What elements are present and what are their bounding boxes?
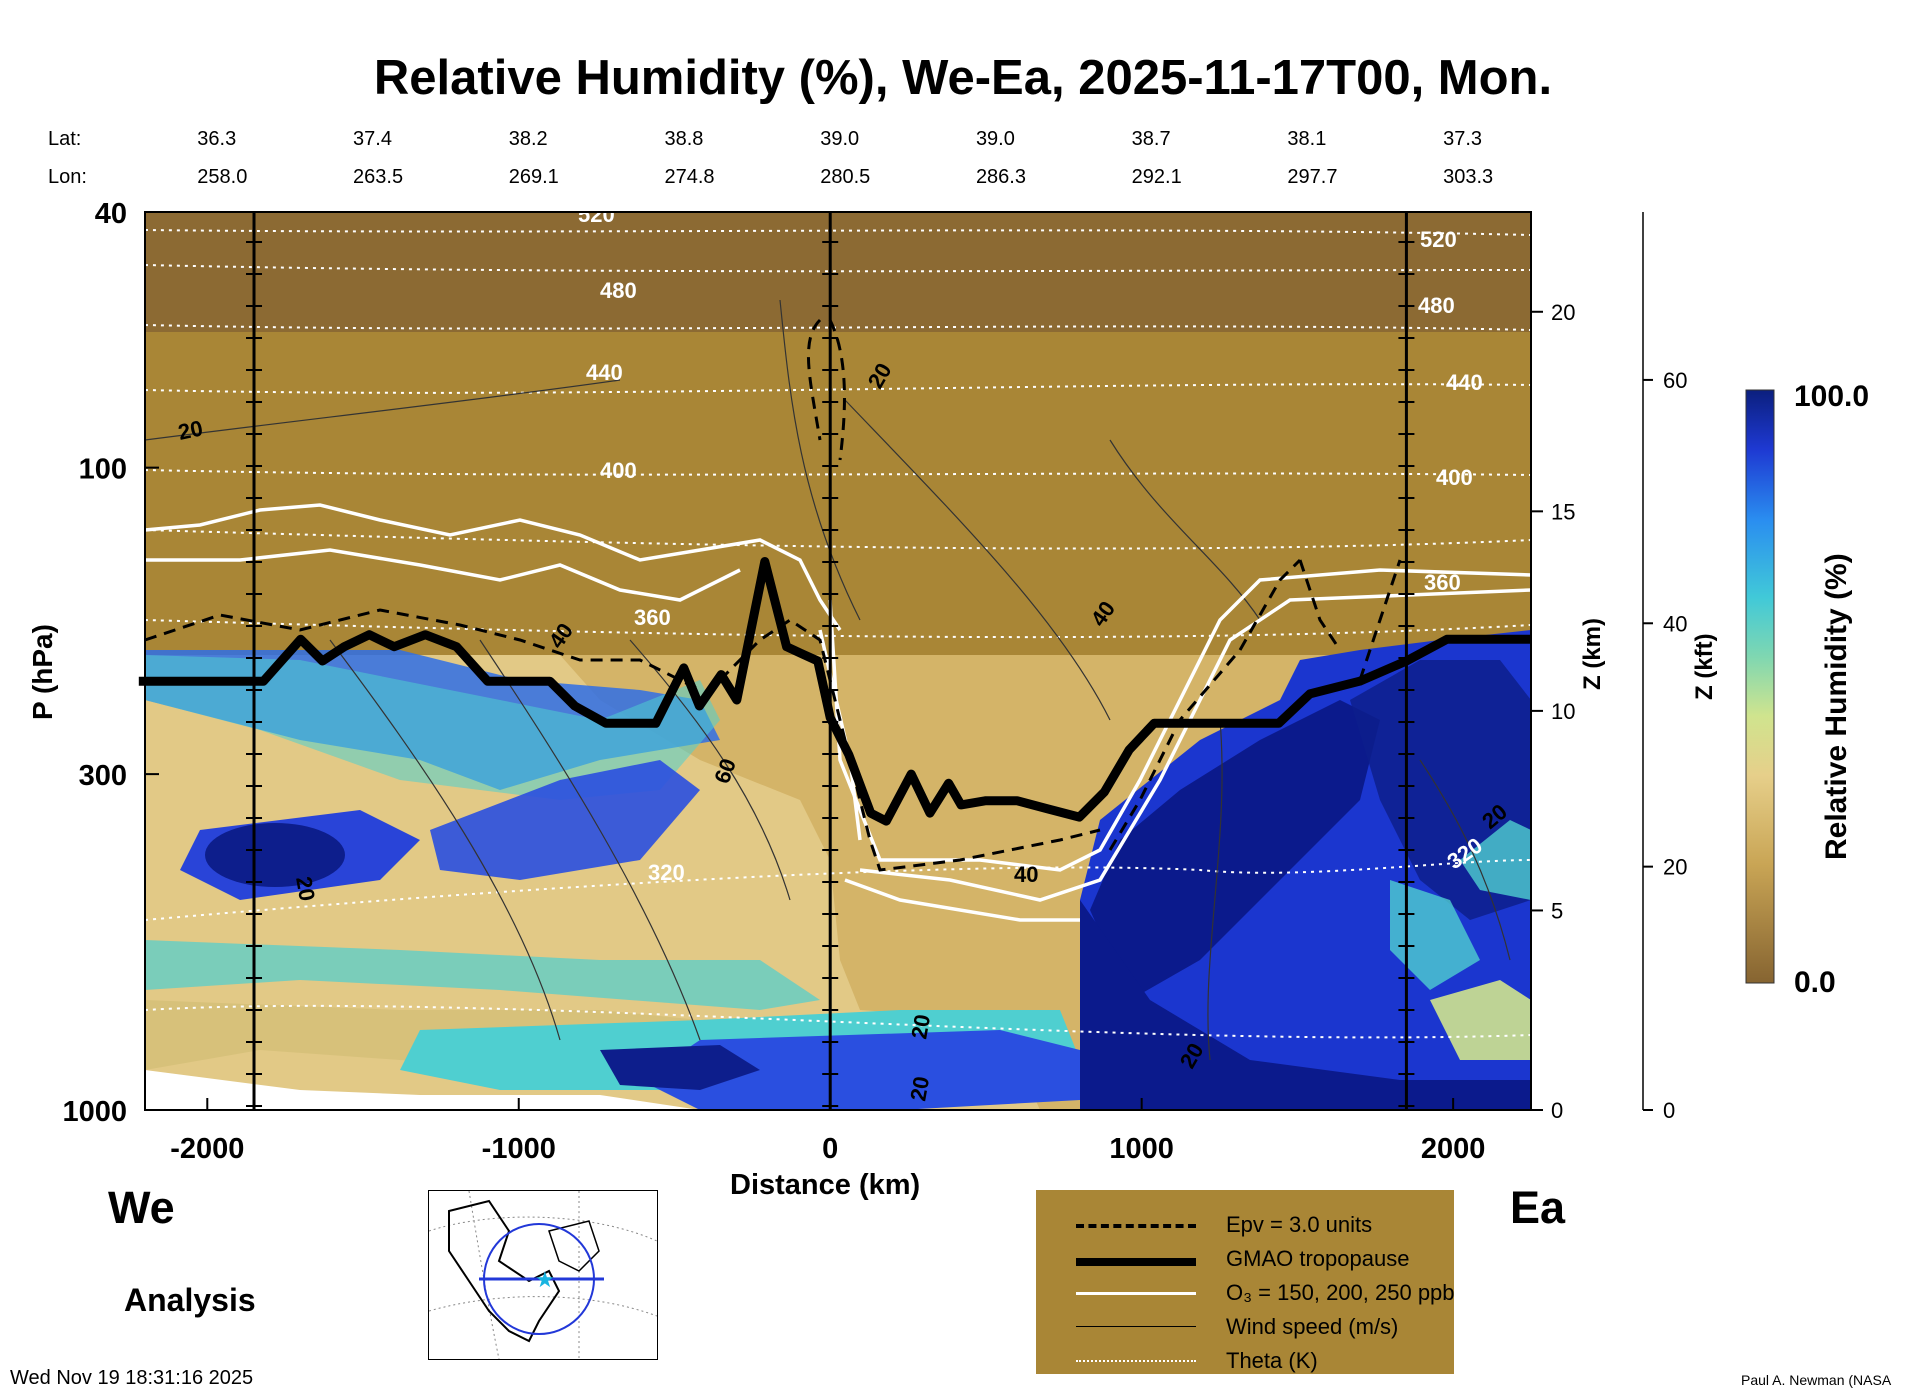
- x-tick-label: 0: [822, 1133, 838, 1165]
- rh-field: [145, 212, 1531, 1110]
- lat-value: 38.1: [1287, 128, 1327, 150]
- z-km-axis: 0 5 10 15 20: [1531, 300, 1575, 1123]
- z-km-tick-label: 10: [1551, 699, 1575, 724]
- theta-labels: 520 480 440 400 360 320 520 480 440 400 …: [578, 202, 1487, 885]
- wind-label: 20: [905, 1074, 934, 1102]
- x-tick-label: 1000: [1109, 1133, 1174, 1165]
- legend-swatch: [1076, 1258, 1196, 1266]
- timestamp: Wed Nov 19 18:31:16 2025: [10, 1367, 254, 1389]
- theta-label: 440: [586, 360, 623, 385]
- legend-label: O₃ = 150, 200, 250 ppb: [1226, 1280, 1455, 1305]
- legend-label: GMAO tropopause: [1226, 1246, 1410, 1271]
- z-km-tick-label: 0: [1551, 1098, 1563, 1123]
- x-axis: -2000 -1000 0 1000 2000: [170, 1098, 1485, 1165]
- lon-value: 280.5: [820, 166, 871, 188]
- credit: Paul A. Newman (NASA: [1741, 1372, 1892, 1388]
- theta-label: 320: [648, 860, 685, 885]
- wind-label: 20: [176, 415, 205, 445]
- z-kft-tick-label: 0: [1663, 1098, 1675, 1123]
- legend-swatch: [1076, 1360, 1196, 1362]
- theta-label: 400: [600, 458, 637, 483]
- theta-label: 520: [1420, 227, 1457, 252]
- east-label: Ea: [1510, 1182, 1566, 1233]
- analysis-label: Analysis: [124, 1282, 256, 1318]
- west-label: We: [108, 1182, 175, 1233]
- locator-map: ★: [428, 1190, 658, 1360]
- z-kft-tick-label: 20: [1663, 855, 1687, 880]
- legend-label: Wind speed (m/s): [1226, 1314, 1399, 1339]
- theta-contours: [144, 229, 1532, 1039]
- lat-value: 38.7: [1131, 128, 1171, 150]
- lon-value: 286.3: [975, 166, 1026, 188]
- z-kft-tick-label: 60: [1663, 368, 1687, 393]
- wind-label: 20: [906, 1012, 935, 1040]
- theta-label: 360: [1424, 570, 1461, 595]
- lon-value: 292.1: [1131, 166, 1182, 188]
- x-tick-label: -2000: [170, 1133, 244, 1165]
- theta-label: 360: [634, 605, 671, 630]
- lat-label: Lat:: [48, 128, 82, 150]
- svg-text:★: ★: [535, 1268, 555, 1293]
- theta-label: 400: [1436, 465, 1473, 490]
- z-kft-label: Z (kft): [1691, 633, 1718, 700]
- x-tick-label: -1000: [482, 1133, 556, 1165]
- lon-value: 258.0: [197, 166, 248, 188]
- tropopause-line: [138, 557, 1531, 826]
- plot-frame: [144, 211, 1532, 1111]
- wind-label: 20: [291, 875, 320, 903]
- legend-swatch: [1076, 1224, 1196, 1228]
- colorbar: [1745, 389, 1775, 984]
- lon-value: 274.8: [664, 166, 715, 188]
- colorbar-max: 100.0: [1794, 380, 1869, 413]
- y-tick-label: 300: [79, 760, 127, 792]
- wind-label: 40: [1014, 862, 1038, 887]
- theta-label: 480: [600, 278, 637, 303]
- legend-label: Epv = 3.0 units: [1226, 1212, 1373, 1237]
- z-km-tick-label: 5: [1551, 898, 1563, 923]
- x-axis-label: Distance (km): [730, 1169, 920, 1201]
- legend-item: O₃ = 150, 200, 250 ppb: [1036, 1278, 1455, 1308]
- lat-value: 37.4: [353, 128, 392, 150]
- lat-value: 37.3: [1443, 128, 1483, 150]
- legend: Epv = 3.0 units GMAO tropopause O₃ = 150, …: [1036, 1190, 1455, 1376]
- colorbar-min: 0.0: [1794, 966, 1836, 999]
- lat-value: 38.2: [508, 128, 548, 150]
- z-kft-tick-label: 40: [1663, 611, 1687, 636]
- locator-map-svg: ★: [429, 1191, 657, 1359]
- lon-value: 269.1: [508, 166, 559, 188]
- z-km-tick-label: 15: [1551, 499, 1575, 524]
- legend-swatch: [1076, 1326, 1196, 1327]
- lat-value: 39.0: [820, 128, 860, 150]
- legend-item: Wind speed (m/s): [1036, 1312, 1454, 1342]
- vertical-marker-lines: [246, 212, 1415, 1110]
- legend-swatch: [1076, 1292, 1196, 1295]
- y-tick-label: 100: [79, 454, 127, 486]
- colorbar-label: Relative Humidity (%): [1820, 553, 1853, 860]
- lon-value: 297.7: [1287, 166, 1338, 188]
- lat-value: 38.8: [664, 128, 704, 150]
- theta-label: 480: [1418, 293, 1455, 318]
- x-tick-label: 2000: [1421, 1133, 1486, 1165]
- y-axis: 40 100 300 1000: [62, 198, 159, 1128]
- z-kft-axis: 0 20 40 60: [1642, 212, 1687, 1123]
- legend-item: Epv = 3.0 units: [1036, 1210, 1454, 1240]
- lon-value: 263.5: [353, 166, 404, 188]
- chart-title: Relative Humidity (%), We-Ea, 2025-11-17…: [373, 51, 1553, 105]
- theta-label: 520: [578, 202, 615, 227]
- lon-value: 303.3: [1443, 166, 1494, 188]
- lon-label: Lon:: [48, 166, 87, 188]
- legend-item: GMAO tropopause: [1036, 1244, 1454, 1274]
- y-tick-label: 40: [95, 198, 127, 230]
- lat-value: 39.0: [975, 128, 1015, 150]
- legend-label: Theta (K): [1226, 1348, 1318, 1373]
- legend-item: Theta (K): [1036, 1346, 1454, 1376]
- y-axis-label: P (hPa): [27, 624, 58, 720]
- lat-value: 36.3: [197, 128, 237, 150]
- y-tick-label: 1000: [62, 1096, 127, 1128]
- theta-label: 440: [1446, 370, 1483, 395]
- z-km-tick-label: 20: [1551, 300, 1575, 325]
- z-km-label: Z (km): [1579, 618, 1606, 690]
